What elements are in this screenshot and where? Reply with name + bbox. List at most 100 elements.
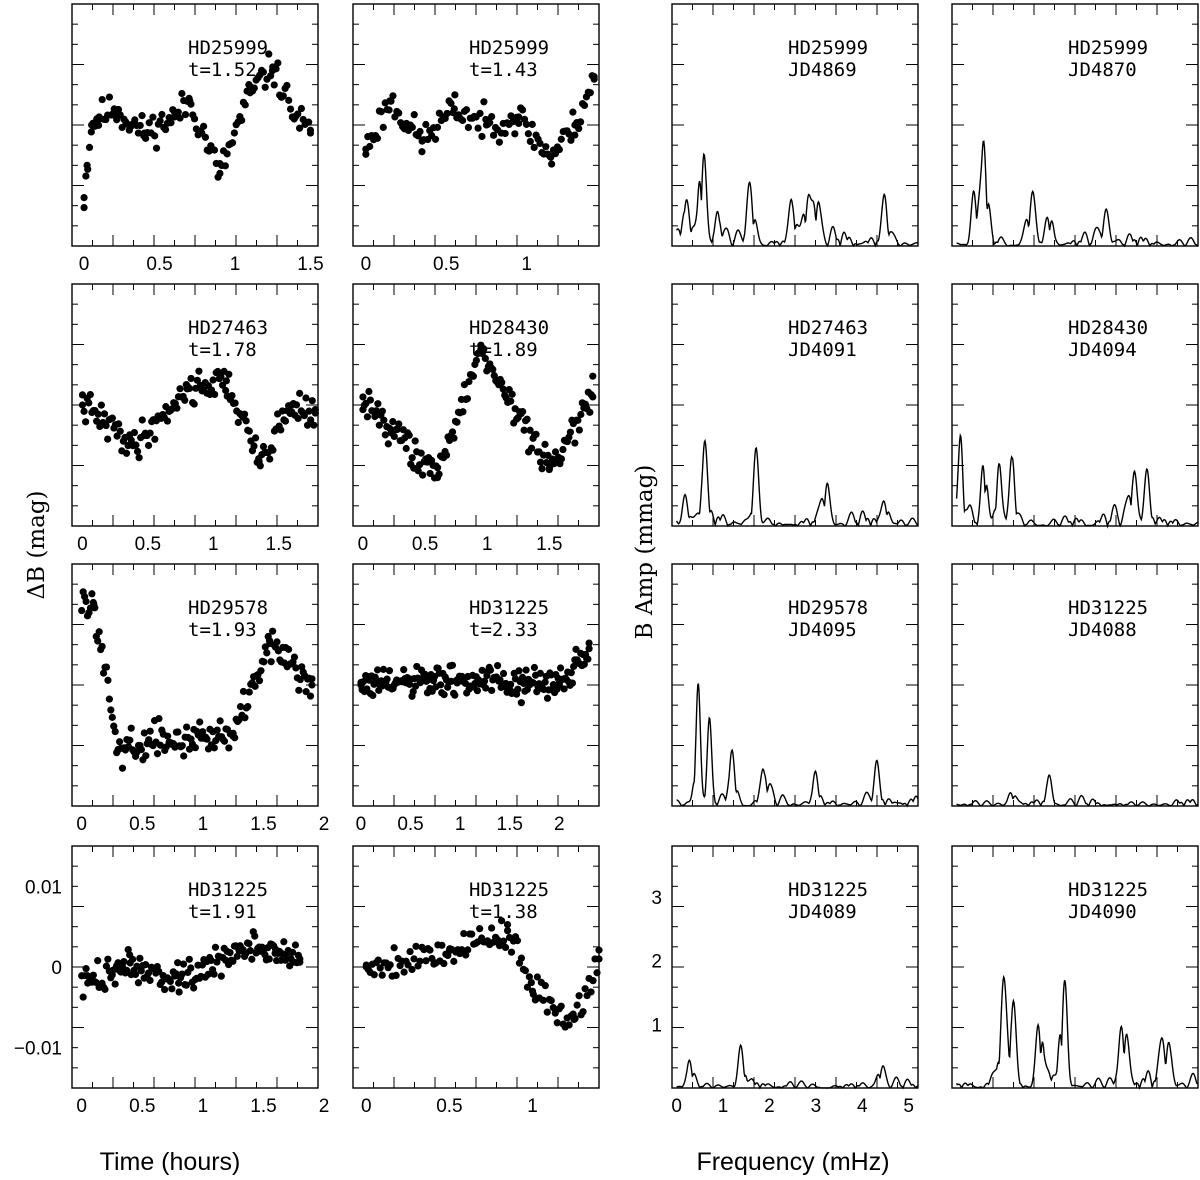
data-point <box>241 101 249 109</box>
data-point <box>131 116 139 124</box>
data-point <box>265 955 273 963</box>
data-point <box>527 444 536 452</box>
data-point <box>503 920 512 929</box>
data-point <box>111 980 119 988</box>
data-point <box>468 930 476 938</box>
data-point <box>433 123 442 131</box>
data-point <box>438 941 446 949</box>
data-point <box>246 947 254 955</box>
data-point <box>476 109 484 117</box>
data-point <box>450 957 458 965</box>
data-point <box>116 427 124 435</box>
data-point <box>167 119 175 127</box>
data-point <box>306 129 315 137</box>
data-point <box>239 687 248 696</box>
data-point <box>533 973 541 981</box>
data-point <box>100 410 109 418</box>
data-point <box>131 441 139 449</box>
data-point <box>255 677 264 685</box>
data-point <box>156 741 164 749</box>
data-point <box>541 982 549 990</box>
data-point <box>511 130 519 138</box>
data-point <box>131 970 140 979</box>
data-point <box>164 732 172 740</box>
data-point <box>294 414 302 423</box>
panel-sub-label: t=1.38 <box>469 901 538 923</box>
data-point <box>453 418 461 426</box>
data-point <box>78 401 87 409</box>
data-point <box>130 428 139 437</box>
data-point <box>472 356 480 365</box>
x-tick-label: 3 <box>811 1096 822 1117</box>
x-tick-label: 0.5 <box>129 814 155 835</box>
panel-star-label: HD29578 <box>788 597 868 619</box>
data-point <box>555 681 563 689</box>
data-point <box>305 407 313 415</box>
data-point <box>383 675 391 683</box>
data-point <box>445 947 454 955</box>
data-point <box>478 666 486 674</box>
data-point <box>144 737 152 746</box>
data-point <box>586 89 594 97</box>
data-point <box>221 162 229 170</box>
data-point <box>543 694 552 702</box>
data-point <box>308 681 316 689</box>
data-point <box>178 742 186 750</box>
panel-sub-label: JD4870 <box>1068 59 1137 81</box>
data-point <box>288 948 297 956</box>
panel-sub-label: JD4088 <box>1068 619 1137 641</box>
data-point <box>144 969 153 977</box>
data-point <box>571 131 579 139</box>
data-point <box>487 924 496 932</box>
data-point <box>566 428 575 436</box>
data-point <box>459 116 467 125</box>
data-point <box>402 444 410 453</box>
data-point <box>290 653 299 661</box>
data-point <box>499 669 508 678</box>
data-point <box>297 104 305 113</box>
data-point <box>209 376 217 384</box>
data-point <box>463 395 472 403</box>
data-point <box>82 172 90 180</box>
data-point <box>265 50 273 58</box>
data-point <box>250 442 258 450</box>
data-point <box>93 417 101 425</box>
data-point <box>575 426 583 434</box>
data-point <box>481 354 489 363</box>
data-point <box>84 979 92 987</box>
panel-sub-label: t=1.52 <box>188 59 257 81</box>
data-point <box>443 109 451 118</box>
data-point <box>362 963 370 971</box>
data-point <box>182 981 190 989</box>
data-point <box>486 666 495 674</box>
x-tick-label: 1 <box>208 534 219 555</box>
data-point <box>196 718 204 726</box>
data-point <box>216 717 224 725</box>
data-point <box>448 661 457 669</box>
data-point <box>175 988 183 996</box>
data-point <box>409 687 417 696</box>
data-point <box>263 649 271 657</box>
data-point <box>102 421 110 430</box>
spectrum-line <box>956 140 1199 248</box>
data-point <box>305 118 313 126</box>
data-point <box>251 682 259 690</box>
data-point <box>523 415 531 423</box>
data-point <box>520 426 528 434</box>
data-point <box>104 676 112 684</box>
data-point <box>513 937 522 945</box>
data-point <box>210 970 218 978</box>
data-point <box>204 970 212 978</box>
data-point <box>114 745 122 754</box>
data-point <box>359 393 367 401</box>
data-point <box>370 971 378 979</box>
data-point <box>507 680 515 688</box>
data-point <box>366 396 375 404</box>
data-point <box>156 117 164 125</box>
data-point <box>161 125 170 134</box>
data-point <box>105 93 114 101</box>
